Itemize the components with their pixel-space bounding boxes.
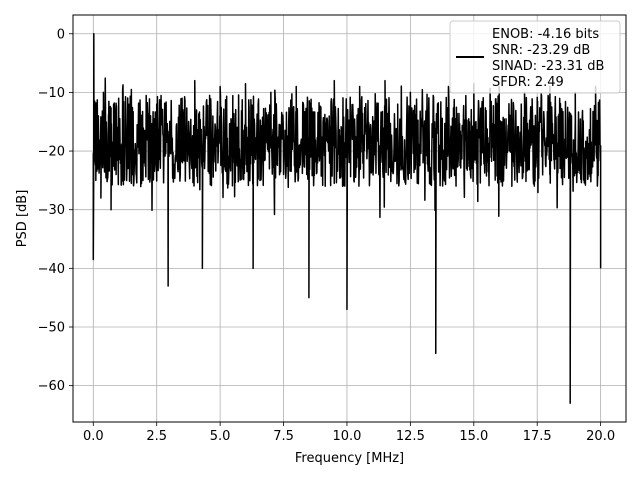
x-tick-label: 17.5 (523, 429, 552, 444)
x-tick-label: 12.5 (396, 429, 425, 444)
y-tick-label: −10 (38, 86, 65, 101)
y-axis-ticks: 0 −10 −20 −30 −40 −50 −60 (38, 27, 73, 394)
plot-frame (72, 14, 627, 423)
y-tick-label: −40 (38, 262, 65, 277)
x-tick-label: 10.0 (332, 429, 361, 444)
y-tick-label: −60 (38, 379, 65, 394)
psd-line (92, 33, 602, 404)
x-axis-label: Frequency [MHz] (295, 451, 404, 466)
y-axis-label: PSD [dB] (15, 190, 30, 248)
x-tick-label: 15.0 (459, 429, 488, 444)
psd-series (92, 33, 602, 404)
legend-entry-line: SFDR: 2.49 (492, 75, 564, 90)
x-axis-ticks: 0.0 2.5 5.0 7.5 10.0 12.5 15.0 17.5 20.0 (83, 422, 615, 444)
y-tick-label: −50 (38, 320, 65, 335)
y-tick-label: −30 (38, 203, 65, 218)
y-tick-label: 0 (57, 27, 65, 42)
legend-entry-line: ENOB: -4.16 bits (492, 27, 599, 42)
legend-box (449, 20, 621, 94)
x-tick-label: 0.0 (83, 429, 104, 444)
x-tick-label: 2.5 (146, 429, 167, 444)
x-tick-label: 5.0 (210, 429, 231, 444)
x-tick-label: 20.0 (586, 429, 615, 444)
legend-entry-line: SNR: -23.29 dB (492, 43, 590, 58)
y-tick-label: −20 (38, 145, 65, 160)
x-tick-label: 7.5 (273, 429, 294, 444)
legend-entry-line: SINAD: -23.31 dB (492, 59, 604, 74)
